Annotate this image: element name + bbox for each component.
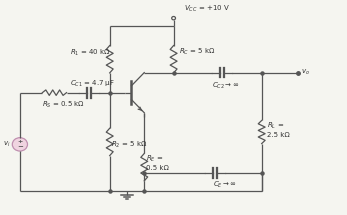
Text: −: − <box>17 144 23 150</box>
Text: $C_{C2} \rightarrow \infty$: $C_{C2} \rightarrow \infty$ <box>212 81 239 91</box>
Text: $R_S$ = 0.5 kΩ: $R_S$ = 0.5 kΩ <box>42 99 85 110</box>
Text: $R_2$ = 5 kΩ: $R_2$ = 5 kΩ <box>111 140 148 150</box>
Text: $v_o$: $v_o$ <box>302 68 310 77</box>
Text: +: + <box>17 140 23 144</box>
Text: $C_{C1}$ = 4.7 μF: $C_{C1}$ = 4.7 μF <box>70 79 115 89</box>
Text: $R_1$ = 40 kΩ: $R_1$ = 40 kΩ <box>70 48 111 58</box>
Text: $R_E$ =
0.5 kΩ: $R_E$ = 0.5 kΩ <box>146 154 169 171</box>
Text: $R_C$ = 5 kΩ: $R_C$ = 5 kΩ <box>179 46 215 57</box>
Text: $C_E \rightarrow \infty$: $C_E \rightarrow \infty$ <box>213 180 237 190</box>
Text: $v_i$: $v_i$ <box>3 140 10 149</box>
Text: $R_L$ =
2.5 kΩ: $R_L$ = 2.5 kΩ <box>267 120 290 138</box>
Text: $V_{CC}$ = +10 V: $V_{CC}$ = +10 V <box>184 3 230 14</box>
Circle shape <box>12 138 27 151</box>
